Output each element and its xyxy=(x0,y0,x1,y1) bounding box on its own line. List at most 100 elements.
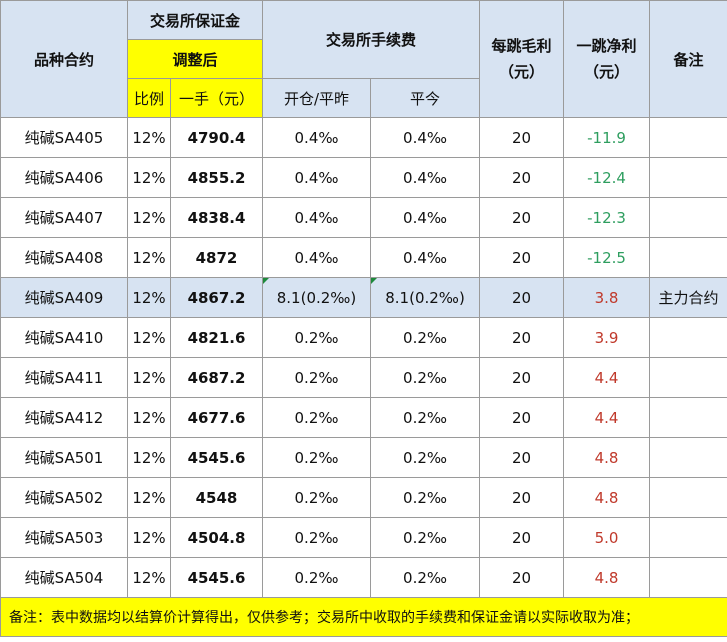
contract-cell: 纯碱SA408 xyxy=(0,237,128,278)
fee-open-cell: 0.2‰ xyxy=(262,437,372,478)
header-contract: 品种合约 xyxy=(0,0,128,118)
fee-today-cell: 0.2‰ xyxy=(370,477,481,518)
header-adjusted: 调整后 xyxy=(126,39,264,79)
fee-open-cell: 0.2‰ xyxy=(262,397,372,438)
fee-open-cell: 0.2‰ xyxy=(262,557,372,598)
fee-today-cell: 0.4‰ xyxy=(370,117,481,158)
tick-gross-cell: 20 xyxy=(479,477,565,518)
table-row: 纯碱SA407 12% 4838.4 0.4‰ 0.4‰ 20 -12.3 xyxy=(0,197,727,238)
header-remark: 备注 xyxy=(649,0,727,118)
margin-cell: 4687.2 xyxy=(169,357,264,398)
fee-today-cell: 0.2‰ xyxy=(370,317,481,358)
margin-cell: 4545.6 xyxy=(169,557,264,598)
remark-cell xyxy=(649,437,727,478)
fee-today-cell: 0.2‰ xyxy=(370,397,481,438)
fee-today-cell: 0.2‰ xyxy=(370,437,481,478)
ratio-cell: 12% xyxy=(127,277,171,318)
table-row: 纯碱SA503 12% 4504.8 0.2‰ 0.2‰ 20 5.0 xyxy=(0,517,727,558)
tick-net-cell: -11.9 xyxy=(563,117,651,158)
fee-today-cell: 0.2‰ xyxy=(370,517,481,558)
header-per-lot: 一手（元） xyxy=(169,78,264,118)
ratio-cell: 12% xyxy=(127,117,171,158)
fee-open-cell: 0.4‰ xyxy=(262,117,372,158)
contract-cell: 纯碱SA410 xyxy=(0,317,128,358)
margin-cell: 4504.8 xyxy=(169,517,264,558)
header-open-close: 开仓/平昨 xyxy=(262,78,372,118)
contract-cell: 纯碱SA412 xyxy=(0,397,128,438)
ratio-cell: 12% xyxy=(127,237,171,278)
ratio-cell: 12% xyxy=(127,517,171,558)
tick-gross-cell: 20 xyxy=(479,117,565,158)
margin-cell: 4867.2 xyxy=(169,277,264,318)
tick-gross-cell: 20 xyxy=(479,317,565,358)
fee-open-cell: 0.4‰ xyxy=(262,197,372,238)
tick-gross-cell: 20 xyxy=(479,157,565,198)
tick-net-cell: 4.4 xyxy=(563,397,651,438)
table-row: 纯碱SA410 12% 4821.6 0.2‰ 0.2‰ 20 3.9 xyxy=(0,317,727,358)
remark-cell xyxy=(649,557,727,598)
fee-today-cell: 0.4‰ xyxy=(370,157,481,198)
header-close-today: 平今 xyxy=(370,78,481,118)
header-tick-gross: 每跳毛利（元） xyxy=(479,0,565,118)
ratio-cell: 12% xyxy=(127,317,171,358)
remark-cell xyxy=(649,117,727,158)
table-row: 纯碱SA406 12% 4855.2 0.4‰ 0.4‰ 20 -12.4 xyxy=(0,157,727,198)
fee-today-cell: 0.4‰ xyxy=(370,237,481,278)
tick-gross-cell: 20 xyxy=(479,557,565,598)
contract-cell: 纯碱SA504 xyxy=(0,557,128,598)
tick-gross-cell: 20 xyxy=(479,517,565,558)
fee-today-cell: 8.1(0.2‰) xyxy=(370,277,481,318)
margin-cell: 4821.6 xyxy=(169,317,264,358)
fee-open-cell: 0.2‰ xyxy=(262,317,372,358)
margin-cell: 4872 xyxy=(169,237,264,278)
ratio-cell: 12% xyxy=(127,197,171,238)
fee-open-cell: 0.4‰ xyxy=(262,237,372,278)
table-row: 纯碱SA409 12% 4867.2 8.1(0.2‰) 8.1(0.2‰) 20 3.8 主… xyxy=(0,277,727,318)
margin-cell: 4548 xyxy=(169,477,264,518)
ratio-cell: 12% xyxy=(127,397,171,438)
remark-cell xyxy=(649,397,727,438)
remark-cell xyxy=(649,237,727,278)
ratio-cell: 12% xyxy=(127,477,171,518)
remark-cell: 主力合约 xyxy=(649,277,727,318)
tick-net-cell: -12.4 xyxy=(563,157,651,198)
remark-cell xyxy=(649,517,727,558)
table-row: 纯碱SA405 12% 4790.4 0.4‰ 0.4‰ 20 -11.9 xyxy=(0,117,727,158)
fee-open-cell: 0.2‰ xyxy=(262,357,372,398)
tick-gross-cell: 20 xyxy=(479,237,565,278)
tick-gross-cell: 20 xyxy=(479,437,565,478)
margin-cell: 4838.4 xyxy=(169,197,264,238)
table-row: 纯碱SA411 12% 4687.2 0.2‰ 0.2‰ 20 4.4 xyxy=(0,357,727,398)
tick-net-cell: 4.4 xyxy=(563,357,651,398)
contract-cell: 纯碱SA406 xyxy=(0,157,128,198)
remark-cell xyxy=(649,317,727,358)
footer-note: 备注：表中数据均以结算价计算得出，仅供参考；交易所中收取的手续费和保证金请以实际… xyxy=(0,597,727,637)
table-row: 纯碱SA502 12% 4548 0.2‰ 0.2‰ 20 4.8 xyxy=(0,477,727,518)
tick-net-cell: -12.5 xyxy=(563,237,651,278)
tick-gross-cell: 20 xyxy=(479,397,565,438)
tick-net-cell: 3.8 xyxy=(563,277,651,318)
fee-open-cell: 0.4‰ xyxy=(262,157,372,198)
fee-today-cell: 0.2‰ xyxy=(370,357,481,398)
contract-cell: 纯碱SA502 xyxy=(0,477,128,518)
contract-cell: 纯碱SA409 xyxy=(0,277,128,318)
tick-gross-cell: 20 xyxy=(479,357,565,398)
ratio-cell: 12% xyxy=(127,557,171,598)
contract-cell: 纯碱SA503 xyxy=(0,517,128,558)
fee-today-cell: 0.4‰ xyxy=(370,197,481,238)
remark-cell xyxy=(649,197,727,238)
ratio-cell: 12% xyxy=(127,357,171,398)
header-exchange-fee: 交易所手续费 xyxy=(262,0,481,79)
margin-cell: 4545.6 xyxy=(169,437,264,478)
contract-cell: 纯碱SA411 xyxy=(0,357,128,398)
fee-open-cell: 8.1(0.2‰) xyxy=(262,277,372,318)
tick-net-cell: -12.3 xyxy=(563,197,651,238)
contract-cell: 纯碱SA501 xyxy=(0,437,128,478)
tick-gross-cell: 20 xyxy=(479,277,565,318)
tick-net-cell: 4.8 xyxy=(563,437,651,478)
tick-net-cell: 4.8 xyxy=(563,477,651,518)
tick-net-cell: 3.9 xyxy=(563,317,651,358)
remark-cell xyxy=(649,357,727,398)
contract-cell: 纯碱SA405 xyxy=(0,117,128,158)
